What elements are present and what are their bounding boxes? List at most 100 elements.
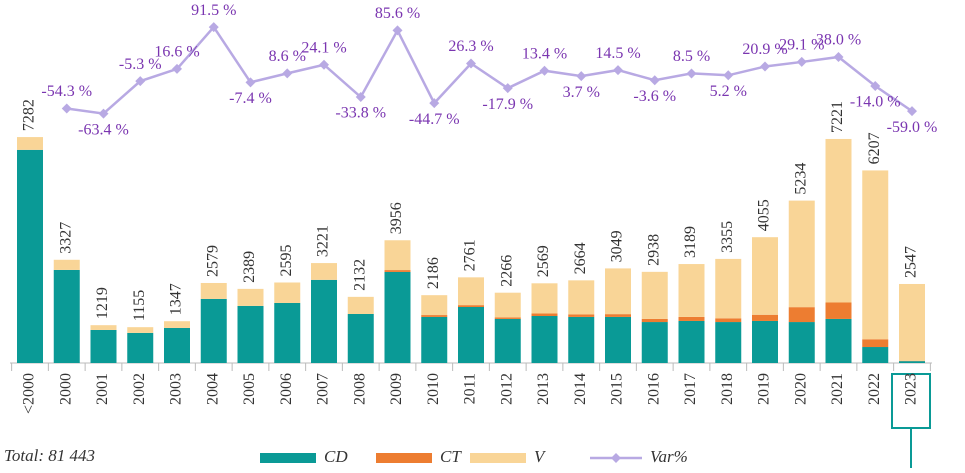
- x-tick-label: 2021: [829, 373, 846, 405]
- x-tick-label: 2012: [498, 373, 515, 405]
- bar-segment: [385, 240, 411, 270]
- x-tick-label: 2020: [792, 373, 809, 405]
- x-tick-label: 2008: [351, 373, 368, 405]
- bar-segment: [164, 321, 190, 328]
- bar-segment: [421, 295, 447, 315]
- bar-segment: [642, 322, 668, 363]
- bar-segment: [532, 314, 558, 316]
- bar-segment: [54, 260, 80, 270]
- bar-segment: [274, 282, 300, 302]
- bar-segment: [679, 317, 705, 321]
- legend-label: CT: [440, 447, 462, 466]
- bar-segment: [752, 321, 778, 363]
- legend-swatch: [260, 453, 316, 463]
- var-marker: [576, 71, 586, 81]
- var-label: -54.3 %: [41, 83, 92, 100]
- bar-segment: [642, 319, 668, 322]
- var-label: 85.6 %: [375, 5, 420, 22]
- legend-swatch: [376, 453, 432, 463]
- bar-segment: [826, 139, 852, 303]
- x-tick-label: 2019: [756, 373, 773, 405]
- total-label: 2938: [645, 234, 662, 266]
- total-label: 3189: [682, 226, 699, 258]
- var-label: 8.6 %: [269, 48, 306, 65]
- bar-segment: [862, 170, 888, 339]
- total-label: 2266: [498, 255, 515, 287]
- bar-segment: [715, 318, 741, 322]
- legend-label: Var%: [650, 447, 688, 466]
- total-label: 2186: [425, 257, 442, 289]
- x-tick-label: 2007: [315, 373, 332, 405]
- var-marker: [613, 65, 623, 75]
- total-label: 2761: [462, 239, 479, 271]
- legend-marker: [611, 453, 621, 463]
- var-label: -3.6 %: [633, 88, 676, 105]
- bar-segment: [752, 237, 778, 315]
- bar-segment: [348, 297, 374, 314]
- legend-label: V: [534, 447, 547, 466]
- x-tick-label: 2013: [535, 373, 552, 405]
- bar-segment: [862, 347, 888, 363]
- total-label: 2664: [572, 242, 589, 274]
- legend-swatch: [470, 453, 526, 463]
- x-tick-label: 2023: [903, 373, 920, 405]
- x-tick-label: 2004: [204, 373, 221, 405]
- total-label: 1219: [94, 287, 111, 319]
- x-tick-label: 2003: [168, 373, 185, 405]
- bar-segment: [642, 272, 668, 319]
- var-label: -7.4 %: [229, 90, 272, 107]
- bar-segment: [127, 333, 153, 363]
- bar-segment: [862, 339, 888, 347]
- bar-segment: [899, 361, 925, 363]
- bar-segment: [495, 293, 521, 318]
- bar-segment: [458, 305, 484, 307]
- legend-label: CD: [324, 447, 348, 466]
- bar-segment: [605, 317, 631, 363]
- x-tick-label: 2001: [94, 373, 111, 405]
- bar-segment: [421, 317, 447, 363]
- bar-segment: [127, 327, 153, 333]
- x-tick-label: 2002: [131, 373, 148, 405]
- bar-segment: [715, 322, 741, 363]
- x-tick-label: 2018: [719, 373, 736, 405]
- var-label: 26.3 %: [448, 38, 493, 55]
- x-tick-label: 2000: [57, 373, 74, 405]
- total-label: 3956: [388, 202, 405, 234]
- var-label: -44.7 %: [409, 111, 460, 128]
- var-label: -33.8 %: [335, 105, 386, 122]
- total-label: 2595: [278, 244, 295, 276]
- bar-segment: [274, 303, 300, 363]
- x-tick-label: 2006: [278, 373, 295, 405]
- bar-segment: [238, 289, 264, 306]
- var-label: 16.6 %: [154, 44, 199, 61]
- var-label: -17.9 %: [482, 96, 533, 113]
- bar-segment: [348, 314, 374, 363]
- total-label: 1155: [131, 290, 148, 321]
- var-label: 3.7 %: [563, 84, 600, 101]
- bar-segment: [826, 303, 852, 319]
- total-label: 2579: [204, 245, 221, 277]
- bar-segment: [899, 284, 925, 361]
- var-label: 91.5 %: [191, 2, 236, 19]
- var-label: 24.1 %: [301, 39, 346, 56]
- bar-segment: [495, 317, 521, 319]
- total-label: 2132: [351, 259, 368, 291]
- bar-segment: [605, 314, 631, 317]
- bar-segment: [568, 280, 594, 314]
- x-tick-label: 2015: [609, 373, 626, 405]
- bar-segment: [91, 325, 117, 330]
- total-label: 3049: [609, 230, 626, 262]
- bar-segment: [752, 315, 778, 321]
- var-marker: [540, 66, 550, 76]
- bar-segment: [789, 201, 815, 308]
- x-tick-label: 2014: [572, 373, 589, 405]
- total-label: 4055: [756, 199, 773, 231]
- bar-segment: [715, 259, 741, 318]
- bar-segment: [495, 319, 521, 363]
- x-tick-label: 2022: [866, 373, 883, 405]
- bar-segment: [91, 330, 117, 363]
- total-label: 2389: [241, 251, 258, 283]
- var-label: 13.4 %: [522, 45, 567, 62]
- bar-segment: [532, 283, 558, 313]
- bar-segment: [385, 272, 411, 363]
